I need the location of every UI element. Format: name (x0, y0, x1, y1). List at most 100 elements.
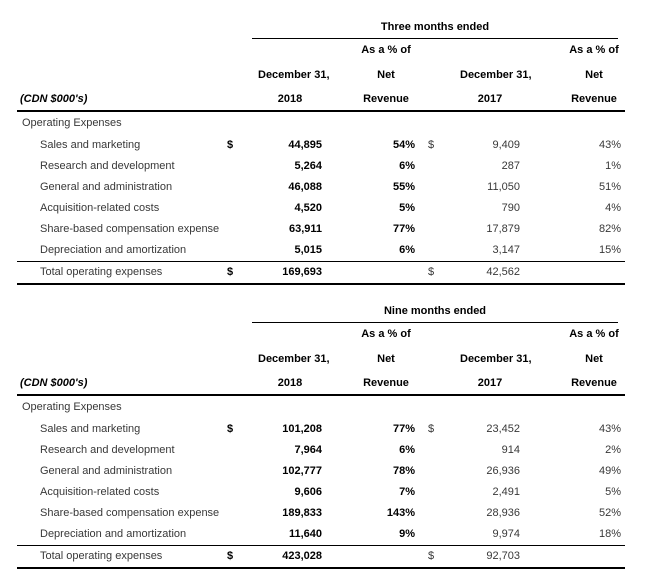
currency-symbol-2018: $ (227, 423, 234, 435)
currency-symbol-2018 (212, 482, 242, 503)
currency-symbol-2017 (415, 503, 445, 524)
empty-cell (520, 546, 625, 567)
currency-symbol-2017 (415, 524, 445, 545)
currency-symbol-2017 (415, 219, 445, 240)
percent-2017: 43% (598, 139, 621, 151)
expense-row: Acquisition-related costs 9,606 7% 2,491 5% (17, 482, 625, 503)
total-label: Total operating expenses (40, 266, 163, 278)
section-label: Operating Expenses (22, 117, 122, 129)
net-header-left: Net (377, 69, 395, 81)
currency-symbol-2017 (415, 482, 445, 503)
pct-header-right: As a % of (569, 328, 619, 340)
row-label: Sales and marketing (40, 139, 141, 151)
total-amount-2018: 423,028 (282, 550, 322, 562)
percent-2017: 4% (605, 202, 621, 214)
currency-symbol-2018 (212, 503, 242, 524)
amount-2018: 9,606 (294, 486, 322, 498)
amount-2017: 11,050 (487, 181, 520, 193)
percent-2018: 6% (399, 160, 415, 172)
date-header-2017: December 31, (460, 69, 532, 81)
percent-2018: 6% (399, 244, 415, 256)
amount-2017: 28,936 (486, 507, 520, 519)
row-label: Acquisition-related costs (40, 486, 160, 498)
amount-2018: 101,208 (282, 423, 322, 435)
date-header-2018: December 31, (258, 353, 330, 365)
percent-2018: 9% (399, 528, 415, 540)
row-label: Sales and marketing (40, 423, 141, 435)
net-header-left: Net (377, 353, 395, 365)
net-header-right: Net (585, 353, 603, 365)
table-header: Nine months ended As a % of As a % of De… (17, 300, 625, 396)
amount-2017: 790 (501, 202, 520, 214)
percent-2017: 49% (598, 465, 621, 477)
expense-rows: Sales and marketing $101,208 77% $23,452 43%… (17, 419, 625, 545)
pct-header-left: As a % of (361, 328, 411, 340)
currency-symbol-2018 (212, 198, 242, 219)
row-label: Share-based compensation expense (40, 223, 220, 235)
percent-2018: 54% (392, 139, 415, 151)
amount-2017: 9,409 (492, 139, 520, 151)
amount-2017: 26,936 (486, 465, 520, 477)
percent-2017: 18% (598, 528, 621, 540)
expense-table-nine-months: Nine months ended As a % of As a % of De… (17, 300, 625, 569)
unit-label: (CDN $000's) (20, 93, 88, 105)
currency-symbol-2018 (212, 461, 242, 482)
revenue-header-left: Revenue (363, 377, 409, 389)
percent-2018: 77% (392, 423, 415, 435)
amount-2018: 189,833 (282, 507, 322, 519)
percent-2017: 52% (598, 507, 621, 519)
expense-row: Sales and marketing $44,895 54% $9,409 43% (17, 135, 625, 156)
unit-label: (CDN $000's) (20, 377, 88, 389)
currency-symbol-2018 (212, 177, 242, 198)
currency-symbol-2018 (212, 156, 242, 177)
amount-2017: 287 (501, 160, 520, 172)
amount-2017: 2,491 (492, 486, 520, 498)
amount-2018: 63,911 (288, 223, 322, 235)
table-header: Three months ended As a % of As a % of D… (17, 16, 625, 112)
expense-row: Research and development 7,964 6% 914 2% (17, 440, 625, 461)
pct-header-left: As a % of (361, 44, 411, 56)
amount-2018: 4,520 (294, 202, 322, 214)
amount-2017: 3,147 (492, 244, 520, 256)
year-header-2018: 2018 (277, 377, 303, 389)
row-label: General and administration (40, 465, 173, 477)
expense-row: Share-based compensation expense 63,911 77… (17, 219, 625, 240)
amount-2018: 5,015 (294, 244, 322, 256)
percent-2018: 78% (392, 465, 415, 477)
amount-2018: 102,777 (282, 465, 322, 477)
currency-symbol-2017: $ (428, 266, 435, 278)
row-label: Depreciation and amortization (40, 244, 187, 256)
currency-symbol-2017 (415, 240, 445, 261)
percent-2017: 5% (605, 486, 621, 498)
pct-header-right: As a % of (569, 44, 619, 56)
expense-row: Depreciation and amortization 5,015 6% 3,14… (17, 240, 625, 261)
expense-row: Depreciation and amortization 11,640 9% 9,9… (17, 524, 625, 545)
total-amount-2018: 169,693 (282, 266, 322, 278)
currency-symbol-2017: $ (428, 139, 435, 151)
currency-symbol-2017 (415, 440, 445, 461)
percent-2018: 143% (386, 507, 415, 519)
section-row: Operating Expenses (17, 396, 625, 419)
revenue-header-left: Revenue (363, 93, 409, 105)
row-label: Research and development (40, 160, 175, 172)
expense-row: General and administration 102,777 78% 26,9… (17, 461, 625, 482)
empty-cell (520, 262, 625, 283)
amount-2017: 914 (501, 444, 520, 456)
empty-cell (322, 262, 415, 283)
currency-symbol-2018: $ (227, 139, 234, 151)
revenue-header-right: Revenue (571, 377, 617, 389)
period-header: Nine months ended (252, 300, 618, 323)
period-header-cell: Nine months ended (212, 300, 625, 323)
currency-symbol-2018 (212, 219, 242, 240)
total-amount-2017: 42,562 (486, 266, 520, 278)
percent-2018: 55% (392, 181, 415, 193)
total-label: Total operating expenses (40, 550, 163, 562)
percent-2018: 5% (399, 202, 415, 214)
percent-2017: 15% (598, 244, 621, 256)
currency-symbol-2018: $ (227, 266, 234, 278)
currency-symbol-2018 (212, 524, 242, 545)
amount-2018: 11,640 (288, 528, 322, 540)
currency-symbol-2018 (212, 240, 242, 261)
expense-table-three-months: Three months ended As a % of As a % of D… (17, 16, 625, 285)
